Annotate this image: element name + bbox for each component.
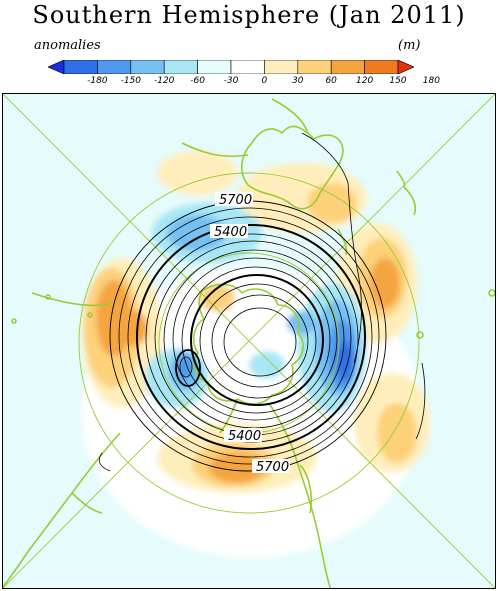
- colorbar-tick-label: 150: [389, 76, 407, 86]
- contour-label: 5700: [256, 460, 289, 475]
- hemisphere-map: 5700 5400 5400 5700: [2, 93, 496, 589]
- colorbar-swatch: [297, 60, 332, 74]
- colorbar: [48, 60, 414, 74]
- contour-label: 5700: [219, 193, 252, 208]
- colorbar-tick-label: -120: [153, 76, 175, 86]
- colorbar-unit: (m): [398, 38, 421, 53]
- contour-label: 5400: [228, 429, 261, 444]
- colorbar-tick-label: -150: [120, 76, 142, 86]
- graticule: [2, 93, 496, 589]
- colorbar-tick-label: -30: [223, 76, 239, 86]
- colorbar-tick-label: 120: [356, 76, 374, 86]
- colorbar-swatch: [230, 60, 265, 74]
- coastlines: [2, 98, 496, 589]
- colorbar-tick-label: -180: [87, 76, 108, 86]
- contour-label: 5400: [214, 225, 247, 240]
- colorbar-swatch: [197, 60, 232, 74]
- colorbar-swatch: [364, 60, 399, 74]
- colorbar-swatch: [264, 60, 299, 74]
- colorbar-tick-label: -60: [190, 76, 205, 86]
- colorbar-swatch: [397, 60, 414, 74]
- colorbar-tick-label: 60: [325, 76, 337, 86]
- colorbar-label: anomalies: [34, 38, 101, 53]
- colorbar-swatch: [163, 60, 198, 74]
- colorbar-swatch: [48, 60, 65, 74]
- colorbar-tick-label: 30: [292, 76, 304, 86]
- colorbar-swatch: [97, 60, 132, 74]
- colorbar-tick-label: 180: [422, 76, 440, 86]
- colorbar-tick-label: 0: [261, 76, 268, 86]
- colorbar-swatch: [330, 60, 365, 74]
- colorbar-swatch: [130, 60, 165, 74]
- colorbar-swatch: [63, 60, 98, 74]
- map-title: Southern Hemisphere (Jan 2011): [32, 1, 466, 29]
